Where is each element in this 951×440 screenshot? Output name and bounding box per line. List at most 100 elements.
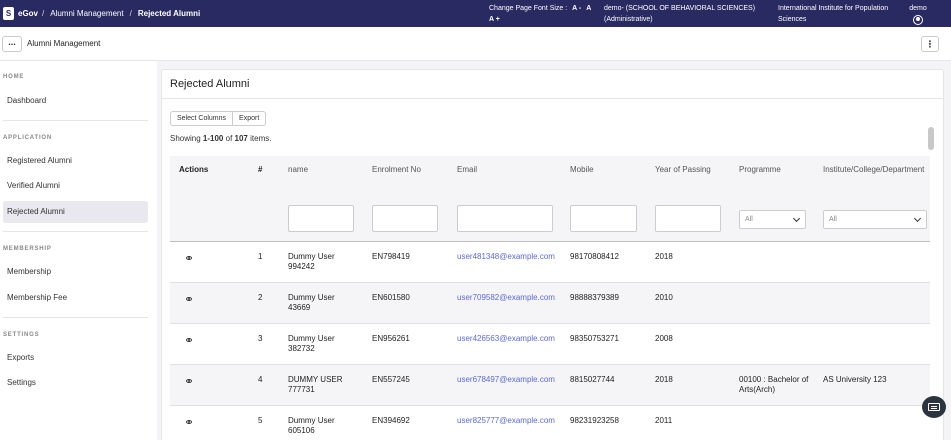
- user-name: demo: [909, 5, 927, 12]
- font-size-control: Change Page Font Size : A - A A +: [489, 3, 594, 25]
- card-divider: [162, 98, 943, 99]
- sidebar-item-membership[interactable]: Membership: [7, 267, 52, 276]
- row-name: Dummy User 43669: [288, 293, 335, 312]
- row-mobile: 98350753271: [570, 334, 619, 343]
- sidebar-item-membership-fee[interactable]: Membership Fee: [7, 293, 68, 302]
- column-enrolment[interactable]: Enrolment No: [372, 165, 421, 174]
- summary-of: of: [225, 134, 233, 143]
- user-icon: [913, 15, 923, 25]
- breadcrumb-current: Rejected Alumni: [137, 9, 201, 18]
- view-icon[interactable]: [186, 420, 192, 424]
- row-mobile: 98231923258: [570, 416, 619, 425]
- brand-name: eGov: [18, 9, 39, 18]
- table-row: 1 Dummy User 994242 EN798419 user481348@…: [170, 242, 930, 283]
- menu-toggle-button[interactable]: ...: [2, 36, 22, 52]
- column-programme[interactable]: Programme: [739, 165, 781, 174]
- more-options-button[interactable]: ⋮: [921, 36, 939, 52]
- row-enrolment: EN557245: [372, 375, 410, 384]
- view-icon[interactable]: [186, 256, 192, 260]
- breadcrumb-alumni-management[interactable]: Alumni Management: [50, 9, 124, 18]
- sidebar-divider: [3, 317, 148, 318]
- column-name[interactable]: name: [288, 165, 309, 174]
- user-context[interactable]: demo- (SCHOOL OF BEHAVIORAL SCIENCES) (A…: [604, 5, 756, 23]
- row-number: 5: [258, 416, 263, 425]
- column-email[interactable]: Email: [457, 165, 478, 174]
- row-email-link[interactable]: user678497@example.com: [457, 375, 555, 384]
- page-title: Rejected Alumni: [170, 78, 250, 90]
- column-institute[interactable]: Institute/College/Department: [823, 165, 925, 174]
- sidebar-section-home: HOME: [3, 74, 25, 80]
- row-email-link[interactable]: user426563@example.com: [457, 334, 555, 343]
- sidebar-item-exports[interactable]: Exports: [7, 353, 35, 362]
- row-enrolment: EN798419: [372, 252, 410, 261]
- column-year[interactable]: Year of Passing: [655, 165, 711, 174]
- row-enrolment: EN394692: [372, 416, 410, 425]
- keyboard-icon: [928, 403, 940, 411]
- row-year: 2010: [655, 293, 673, 302]
- filter-email-input[interactable]: [457, 205, 553, 232]
- table-row: 2 Dummy User 43669 EN601580 user709582@e…: [170, 283, 930, 324]
- table-toolbar: Select Columns Export: [170, 111, 267, 126]
- filter-enrolment-input[interactable]: [372, 205, 438, 232]
- breadcrumb-separator: /: [129, 9, 132, 18]
- row-year: 2018: [655, 375, 673, 384]
- sidebar-item-verified-alumni[interactable]: Verified Alumni: [7, 181, 60, 190]
- select-columns-button[interactable]: Select Columns: [170, 111, 234, 126]
- row-name: DUMMY USER 777731: [288, 375, 343, 394]
- sidebar-divider: [3, 120, 148, 121]
- row-number: 3: [258, 334, 263, 343]
- sidebar-item-registered-alumni[interactable]: Registered Alumni: [7, 156, 72, 165]
- sidebar-divider: [3, 231, 148, 232]
- summary-range: 1-100: [202, 134, 224, 143]
- row-email-link[interactable]: user709582@example.com: [457, 293, 555, 302]
- summary-suffix: items.: [250, 134, 272, 143]
- programme-select-value: All: [745, 216, 753, 223]
- row-year: 2008: [655, 334, 673, 343]
- row-name: Dummy User 994242: [288, 252, 335, 271]
- row-mobile: 98170808412: [570, 252, 619, 261]
- brand[interactable]: S eGov: [3, 7, 38, 20]
- column-mobile[interactable]: Mobile: [570, 165, 594, 174]
- sidebar: HOME Dashboard APPLICATION Registered Al…: [0, 61, 157, 440]
- row-name: Dummy User 382732: [288, 334, 335, 353]
- row-year: 2018: [655, 252, 673, 261]
- row-programme: 00100 : Bachelor of Arts(Arch): [739, 375, 809, 394]
- summary-total: 107: [234, 134, 248, 143]
- sidebar-item-settings[interactable]: Settings: [7, 378, 36, 387]
- vertical-scrollbar[interactable]: [928, 127, 934, 150]
- column-number[interactable]: #: [258, 165, 263, 174]
- export-button[interactable]: Export: [233, 111, 267, 126]
- filter-institute-select[interactable]: All: [823, 210, 927, 229]
- sidebar-section-settings: SETTINGS: [3, 332, 40, 338]
- filter-name-input[interactable]: [288, 205, 354, 232]
- view-icon[interactable]: [186, 297, 192, 301]
- institute-select-value: All: [829, 216, 837, 223]
- font-increase-button[interactable]: A +: [489, 16, 500, 23]
- view-icon[interactable]: [186, 338, 192, 342]
- brand-logo-icon: S: [3, 7, 14, 20]
- view-icon[interactable]: [186, 379, 192, 383]
- main-content: Rejected Alumni Select Columns Export Sh…: [157, 61, 951, 440]
- keyboard-shortcuts-button[interactable]: [922, 396, 946, 418]
- row-mobile: 8815027744: [570, 375, 615, 384]
- user-menu[interactable]: demo: [906, 3, 930, 25]
- row-email-link[interactable]: user481348@example.com: [457, 252, 555, 261]
- font-reset-button[interactable]: A: [586, 5, 592, 12]
- top-navbar: S eGov / Alumni Management / Rejected Al…: [0, 0, 951, 27]
- filter-mobile-input[interactable]: [570, 205, 637, 232]
- table-row: 4 DUMMY USER 777731 EN557245 user678497@…: [170, 365, 930, 406]
- filter-programme-select[interactable]: All: [739, 210, 806, 229]
- breadcrumb: / Alumni Management / Rejected Alumni: [36, 9, 200, 18]
- sidebar-item-dashboard[interactable]: Dashboard: [7, 96, 47, 105]
- row-institute: AS University 123: [823, 375, 887, 384]
- module-title: Alumni Management: [27, 39, 101, 48]
- sidebar-item-rejected-alumni[interactable]: Rejected Alumni: [3, 201, 148, 223]
- filter-year-input[interactable]: [655, 205, 721, 232]
- table-row: 3 Dummy User 382732 EN956261 user426563@…: [170, 324, 930, 365]
- font-decrease-button[interactable]: A -: [572, 5, 582, 12]
- row-email-link[interactable]: user825777@example.com: [457, 416, 555, 425]
- row-enrolment: EN956261: [372, 334, 410, 343]
- institute-name[interactable]: International Institute for Population S…: [778, 5, 889, 23]
- row-number: 1: [258, 252, 263, 261]
- chevron-down-icon: [913, 214, 922, 223]
